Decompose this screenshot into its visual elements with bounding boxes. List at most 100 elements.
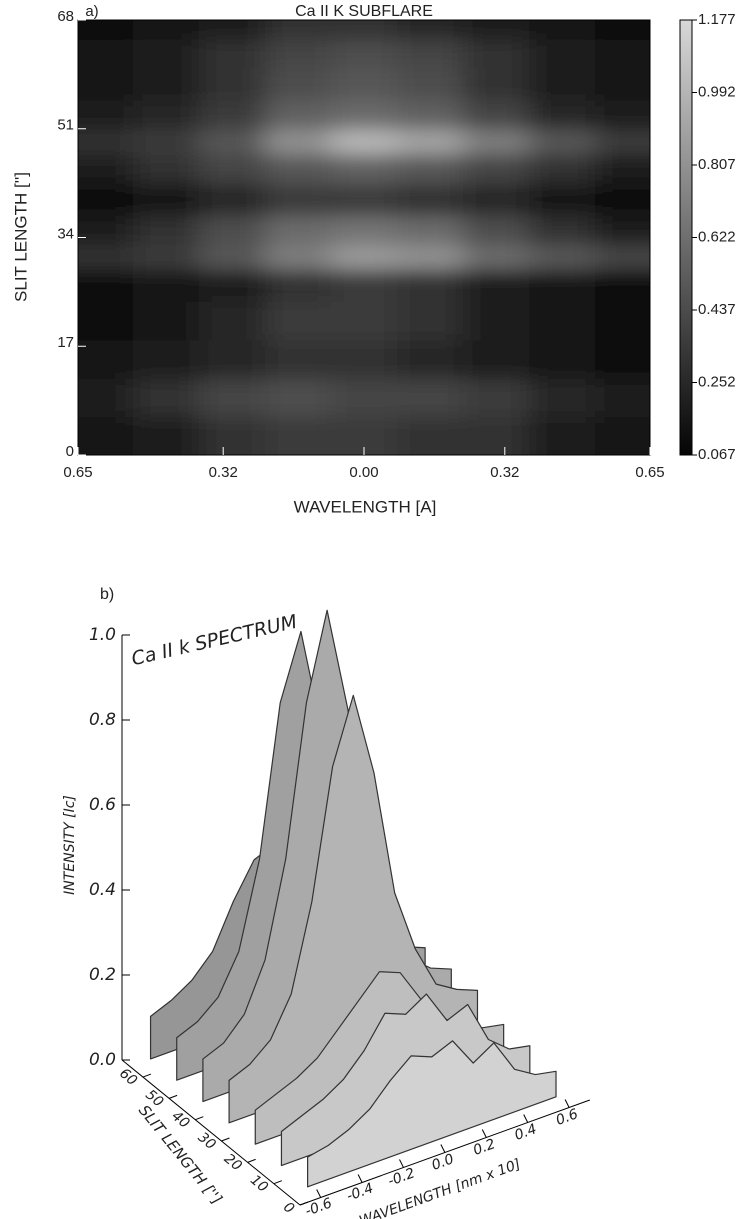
heat-cell xyxy=(331,154,398,184)
heat-cell xyxy=(199,378,266,418)
heat-cell xyxy=(595,20,650,40)
heat-cell xyxy=(199,339,266,379)
z-tick-label: 0.6 xyxy=(89,795,116,815)
heat-cell xyxy=(265,269,332,302)
x-tick-label: -0.6 xyxy=(303,1195,334,1219)
heat-cell xyxy=(529,128,596,155)
heat-cell xyxy=(133,215,200,245)
y-tick-label: 51 xyxy=(57,117,74,134)
heat-cell xyxy=(529,215,596,245)
heatmap xyxy=(78,20,650,455)
heat-cell xyxy=(78,183,134,216)
y-tick xyxy=(273,1180,282,1185)
z-axis-label: INTENSITY [Ic] xyxy=(62,795,78,895)
heat-cell xyxy=(265,39,332,69)
heat-cell xyxy=(397,99,464,130)
heat-cell xyxy=(331,128,398,155)
colorbar-tick-label: 0.067 xyxy=(698,446,736,463)
heat-cell xyxy=(133,67,200,101)
heat-cell xyxy=(265,215,332,245)
y-tick-label: 20 xyxy=(221,1151,245,1175)
colorbar-tick-label: 0.992 xyxy=(698,83,736,100)
heat-cell xyxy=(529,269,596,302)
y-tick-label: 0 xyxy=(280,1199,297,1217)
heat-cell xyxy=(463,183,530,216)
heat-cell xyxy=(595,378,650,418)
colorbar-tick-label: 1.177 xyxy=(698,11,736,28)
heat-cell xyxy=(199,128,266,155)
x-tick xyxy=(316,1189,322,1198)
y-tick xyxy=(299,1201,309,1206)
x-tick xyxy=(564,1099,570,1108)
heat-cell xyxy=(133,154,200,184)
heat-cell xyxy=(199,301,266,341)
heat-cell xyxy=(133,416,200,455)
y-tick-label: 60 xyxy=(116,1065,140,1089)
heat-cell xyxy=(265,154,332,184)
heat-cell xyxy=(529,339,596,379)
heat-cell xyxy=(397,416,464,455)
heat-cell xyxy=(199,20,266,40)
heat-cell xyxy=(199,243,266,270)
heat-cell xyxy=(133,39,200,69)
heat-cell xyxy=(397,243,464,270)
y-tick-label: 10 xyxy=(247,1172,271,1196)
heat-cell xyxy=(529,154,596,184)
axis-line xyxy=(121,1059,301,1206)
z-tick-label: 0.0 xyxy=(89,1050,116,1070)
heat-cell xyxy=(331,243,398,270)
y-tick-label: 68 xyxy=(57,8,74,25)
heat-cell xyxy=(78,416,134,455)
heat-cell xyxy=(463,215,530,245)
colorbar-tick-label: 0.622 xyxy=(698,228,736,245)
x-tick-label: 0.32 xyxy=(209,464,238,481)
heat-cell xyxy=(595,339,650,379)
heat-cell xyxy=(595,67,650,101)
heat-cell xyxy=(397,20,464,40)
heat-cell xyxy=(78,154,134,184)
x-tick-label: 0.2 xyxy=(471,1136,497,1159)
x-tick-label: 0.00 xyxy=(349,464,378,481)
heat-cell xyxy=(133,269,200,302)
heat-cell xyxy=(133,243,200,270)
z-tick-label: 0.8 xyxy=(89,710,116,730)
colorbar xyxy=(679,19,693,456)
heat-cell xyxy=(595,183,650,216)
heat-cell xyxy=(133,378,200,418)
heat-cell xyxy=(397,128,464,155)
heat-cell xyxy=(133,339,200,379)
y-axis-label: SLIT LENGTH [''] xyxy=(11,172,30,302)
panel-label: a) xyxy=(85,3,98,20)
heat-cell xyxy=(397,39,464,69)
heat-cell xyxy=(595,39,650,69)
heat-cell xyxy=(78,215,134,245)
heat-cell xyxy=(265,20,332,40)
heat-cell xyxy=(397,378,464,418)
z-tick-label: 1.0 xyxy=(89,625,116,645)
heat-cell xyxy=(463,154,530,184)
heat-cell xyxy=(331,269,398,302)
heat-cell xyxy=(265,67,332,101)
x-tick xyxy=(481,1129,487,1138)
heat-cell xyxy=(397,183,464,216)
heat-cell xyxy=(397,301,464,341)
heat-cell xyxy=(595,416,650,455)
heat-cell xyxy=(265,339,332,379)
surface: 0.00.20.40.60.81.00102030405060-0.6-0.4-… xyxy=(89,609,590,1219)
heat-cell xyxy=(595,99,650,130)
y-tick xyxy=(168,1094,178,1099)
heat-cell xyxy=(463,39,530,69)
heat-cell xyxy=(463,301,530,341)
heat-cell xyxy=(78,378,134,418)
heat-cell xyxy=(78,67,134,101)
x-tick-label: -0.2 xyxy=(386,1165,417,1189)
heat-cell xyxy=(199,215,266,245)
z-tick-label: 0.4 xyxy=(89,880,116,900)
y-tick-label: 17 xyxy=(57,334,74,351)
y-tick-label: 40 xyxy=(168,1108,192,1132)
heat-cell xyxy=(463,20,530,40)
heat-cell xyxy=(529,67,596,101)
x-axis-label: WAVELENGTH [A] xyxy=(294,497,437,516)
heat-cell xyxy=(199,269,266,302)
heat-cell xyxy=(78,20,134,40)
